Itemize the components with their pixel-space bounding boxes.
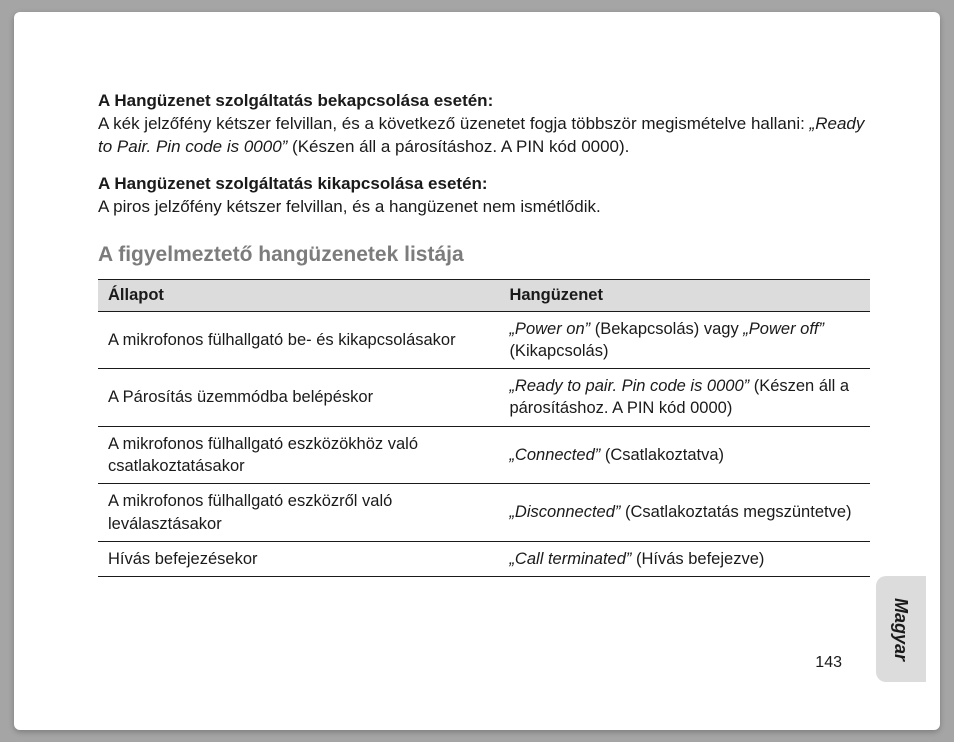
voice-text: (Bekapcsolás) vagy — [590, 320, 743, 338]
content-area: A Hangüzenet szolgáltatás bekapcsolása e… — [98, 90, 870, 577]
table-header-status: Állapot — [98, 279, 499, 311]
voice-cell: „Ready to pair. Pin code is 0000” (Késze… — [499, 369, 870, 427]
section-on-text: A kék jelzőfény kétszer felvillan, és a … — [98, 113, 870, 159]
status-cell: A mikrofonos fülhallgató eszközökhöz val… — [98, 426, 499, 484]
table-row: Hívás befejezésekor „Call terminated” (H… — [98, 541, 870, 576]
voice-text: (Kikapcsolás) — [509, 342, 608, 360]
table-row: A Párosítás üzemmódba belépéskor „Ready … — [98, 369, 870, 427]
table-header-voice: Hangüzenet — [499, 279, 870, 311]
status-cell: Hívás befejezésekor — [98, 541, 499, 576]
voice-list-title: A figyelmeztető hangüzenetek listája — [98, 243, 870, 267]
voice-italic: „Call terminated” — [509, 550, 631, 568]
voice-cell: „Power on” (Bekapcsolás) vagy „Power off… — [499, 311, 870, 369]
section-on-text-lead: A kék jelzőfény kétszer felvillan, és a … — [98, 114, 810, 133]
status-cell: A mikrofonos fülhallgató eszközről való … — [98, 484, 499, 542]
voice-text: (Csatlakoztatás megszüntetve) — [620, 503, 851, 521]
language-tab-label: Magyar — [891, 597, 912, 660]
table-header-row: Állapot Hangüzenet — [98, 279, 870, 311]
voice-italic: „Power on” — [509, 320, 590, 338]
section-off-heading: A Hangüzenet szolgáltatás kikapcsolása e… — [98, 173, 870, 196]
voice-italic: „Ready to pair. Pin code is 0000” — [509, 377, 749, 395]
voice-text: (Hívás befejezve) — [631, 550, 764, 568]
table-row: A mikrofonos fülhallgató eszközről való … — [98, 484, 870, 542]
section-off: A Hangüzenet szolgáltatás kikapcsolása e… — [98, 173, 870, 219]
section-off-text: A piros jelzőfény kétszer felvillan, és … — [98, 196, 870, 219]
voice-cell: „Disconnected” (Csatlakoztatás megszünte… — [499, 484, 870, 542]
section-on-heading: A Hangüzenet szolgáltatás bekapcsolása e… — [98, 90, 870, 113]
voice-table: Állapot Hangüzenet A mikrofonos fülhallg… — [98, 279, 870, 577]
voice-cell: „Call terminated” (Hívás befejezve) — [499, 541, 870, 576]
status-cell: A mikrofonos fülhallgató be- és kikapcso… — [98, 311, 499, 369]
page-number: 143 — [815, 654, 842, 672]
voice-text: (Csatlakoztatva) — [600, 446, 724, 464]
voice-italic: „Disconnected” — [509, 503, 620, 521]
section-on-text-tail: (Készen áll a párosításhoz. A PIN kód 00… — [287, 137, 629, 156]
page: A Hangüzenet szolgáltatás bekapcsolása e… — [14, 12, 940, 730]
table-row: A mikrofonos fülhallgató be- és kikapcso… — [98, 311, 870, 369]
status-cell: A Párosítás üzemmódba belépéskor — [98, 369, 499, 427]
section-on: A Hangüzenet szolgáltatás bekapcsolása e… — [98, 90, 870, 159]
table-row: A mikrofonos fülhallgató eszközökhöz val… — [98, 426, 870, 484]
voice-italic: „Connected” — [509, 446, 600, 464]
voice-italic: „Power off” — [743, 320, 824, 338]
voice-cell: „Connected” (Csatlakoztatva) — [499, 426, 870, 484]
language-tab: Magyar — [876, 576, 926, 682]
